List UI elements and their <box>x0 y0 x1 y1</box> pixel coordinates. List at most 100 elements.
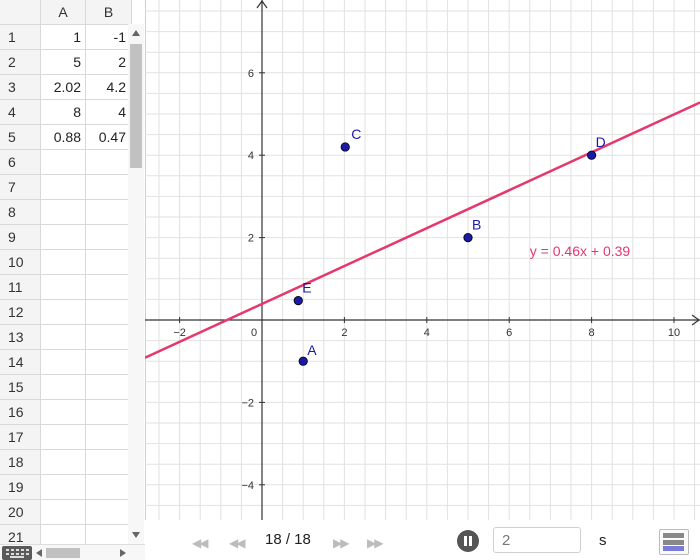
cell-a[interactable] <box>40 149 86 175</box>
point-a[interactable] <box>298 356 308 366</box>
skip-last-icon[interactable]: ▶▶ <box>367 536 384 550</box>
row-header[interactable]: 15 <box>0 374 41 400</box>
column-header-a[interactable]: A <box>40 0 86 25</box>
cell-b[interactable] <box>85 249 132 275</box>
row-header[interactable]: 11 <box>0 274 41 300</box>
row-header[interactable]: 19 <box>0 474 41 500</box>
cell-a[interactable]: 1 <box>40 24 86 50</box>
column-header-b[interactable]: B <box>85 0 132 25</box>
cell-b[interactable] <box>85 499 132 525</box>
row-header[interactable]: 3 <box>0 74 41 100</box>
speed-input[interactable] <box>493 527 581 553</box>
cell-a[interactable] <box>40 299 86 325</box>
cell-b[interactable] <box>85 149 132 175</box>
cell-b[interactable] <box>85 324 132 350</box>
cell-a[interactable] <box>40 224 86 250</box>
row-header[interactable]: 8 <box>0 199 41 225</box>
cell-b[interactable]: -1 <box>85 24 132 50</box>
cell-b[interactable] <box>85 449 132 475</box>
scroll-left-icon[interactable] <box>36 549 42 557</box>
row-header[interactable]: 9 <box>0 224 41 250</box>
pause-icon[interactable] <box>457 530 479 552</box>
table-row: 20 <box>0 499 132 525</box>
cell-a[interactable] <box>40 249 86 275</box>
cell-a[interactable] <box>40 199 86 225</box>
cell-b[interactable] <box>85 299 132 325</box>
cell-a[interactable] <box>40 274 86 300</box>
cell-a[interactable]: 5 <box>40 49 86 75</box>
coordinate-plane[interactable]: −2 0 2 4 6 8 10 6 4 2 −2 −4 y = 0.46x + 0.39 A B C D E <box>145 0 700 520</box>
cell-b[interactable] <box>85 349 132 375</box>
cell-b[interactable] <box>85 224 132 250</box>
cell-b[interactable] <box>85 199 132 225</box>
row-header[interactable]: 16 <box>0 399 41 425</box>
corner-cell[interactable] <box>0 0 41 25</box>
cell-a[interactable] <box>40 499 86 525</box>
vertical-scrollbar[interactable] <box>128 24 144 544</box>
cell-a[interactable] <box>40 374 86 400</box>
vertical-scroll-thumb[interactable] <box>130 44 142 168</box>
y-tick-label: 2 <box>248 233 254 245</box>
row-header[interactable]: 14 <box>0 349 41 375</box>
point-b[interactable] <box>463 233 473 243</box>
x-axis-arrow-icon <box>691 314 700 326</box>
scroll-down-icon[interactable] <box>132 532 140 538</box>
row-header[interactable]: 18 <box>0 449 41 475</box>
cell-a[interactable] <box>40 349 86 375</box>
cell-a[interactable] <box>40 449 86 475</box>
fast-forward-icon[interactable]: ▶▶ <box>333 536 350 550</box>
cell-a[interactable] <box>40 424 86 450</box>
table-row: 3 2.02 4.2 <box>0 74 132 100</box>
cell-b[interactable] <box>85 374 132 400</box>
keyboard-icon[interactable] <box>2 546 32 560</box>
cell-b[interactable] <box>85 474 132 500</box>
cell-a[interactable]: 2.02 <box>40 74 86 100</box>
table-row: 13 <box>0 324 132 350</box>
point-c[interactable] <box>340 142 350 152</box>
table-row: 7 <box>0 174 132 200</box>
table-row: 11 <box>0 274 132 300</box>
point-e[interactable] <box>293 296 303 306</box>
cell-b[interactable] <box>85 424 132 450</box>
horizontal-scrollbar[interactable] <box>0 544 145 560</box>
horizontal-scroll-thumb[interactable] <box>46 548 80 558</box>
cell-b[interactable] <box>85 274 132 300</box>
cell-b[interactable] <box>85 174 132 200</box>
cell-a[interactable]: 8 <box>40 99 86 125</box>
algebra-view-icon[interactable] <box>659 529 689 555</box>
cell-b[interactable]: 2 <box>85 49 132 75</box>
cell-b[interactable] <box>85 399 132 425</box>
cell-a[interactable] <box>40 174 86 200</box>
table-row: 17 <box>0 424 132 450</box>
rewind-icon[interactable]: ◀◀ <box>229 536 246 550</box>
cell-b[interactable]: 0.47 <box>85 124 132 150</box>
cell-b[interactable]: 4 <box>85 99 132 125</box>
row-header[interactable]: 17 <box>0 424 41 450</box>
table-row: 9 <box>0 224 132 250</box>
row-header[interactable]: 5 <box>0 124 41 150</box>
row-header[interactable]: 1 <box>0 24 41 50</box>
skip-first-icon[interactable]: ◀◀ <box>192 536 209 550</box>
cell-b[interactable]: 4.2 <box>85 74 132 100</box>
row-header[interactable]: 7 <box>0 174 41 200</box>
y-tick-label: −4 <box>241 480 254 492</box>
row-header[interactable]: 2 <box>0 49 41 75</box>
row-header[interactable]: 10 <box>0 249 41 275</box>
point-d[interactable] <box>586 150 597 160</box>
table-row: 14 <box>0 349 132 375</box>
row-header[interactable]: 12 <box>0 299 41 325</box>
row-header[interactable]: 6 <box>0 149 41 175</box>
row-header[interactable]: 4 <box>0 99 41 125</box>
scroll-up-icon[interactable] <box>132 30 140 36</box>
row-header[interactable]: 13 <box>0 324 41 350</box>
cell-a[interactable] <box>40 474 86 500</box>
point-label: C <box>351 126 361 142</box>
cell-a[interactable] <box>40 399 86 425</box>
cell-a[interactable]: 0.88 <box>40 124 86 150</box>
graphics-view[interactable]: −2 0 2 4 6 8 10 6 4 2 −2 −4 y = 0.46x + 0.39 A B C D E <box>145 0 700 520</box>
point-label: B <box>472 217 481 233</box>
scroll-right-icon[interactable] <box>120 549 126 557</box>
row-header[interactable]: 20 <box>0 499 41 525</box>
cell-a[interactable] <box>40 324 86 350</box>
